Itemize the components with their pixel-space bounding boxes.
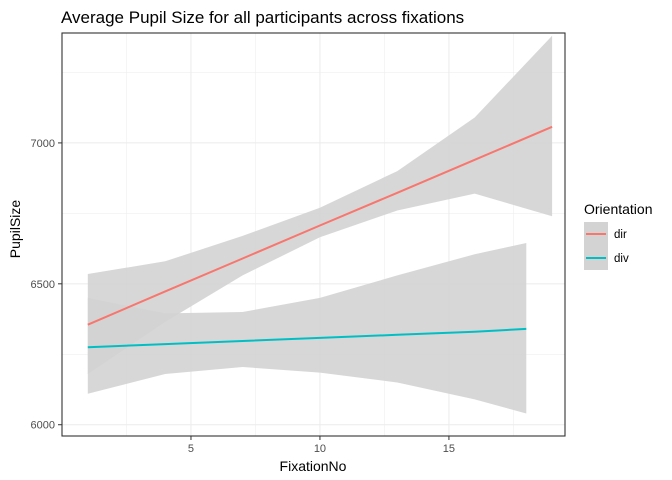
panel-border: [61, 32, 566, 437]
y-axis: 6000 6500 7000: [31, 138, 62, 432]
plot-panel: [61, 32, 566, 437]
y-axis-title: PupilSize: [7, 200, 23, 259]
legend-label-dir: dir: [614, 229, 627, 241]
series-lines: [87, 125, 553, 349]
x-tick-label: 5: [188, 443, 194, 455]
legend: Orientation dir div: [584, 201, 652, 270]
confidence-band-dir: [87, 35, 553, 375]
x-axis: 5 10 15: [188, 436, 455, 455]
legend-label-div: div: [614, 253, 629, 265]
series-line-div: [87, 327, 527, 349]
confidence-band-div: [87, 243, 527, 414]
y-tick-label: 6000: [31, 420, 55, 432]
x-axis-title: FixationNo: [280, 458, 347, 474]
x-tick-label: 10: [314, 443, 326, 455]
series-line-dir: [87, 125, 553, 326]
y-tick-label: 7000: [31, 138, 55, 150]
x-tick-label: 15: [443, 443, 455, 455]
y-tick-label: 6500: [31, 279, 55, 291]
legend-title: Orientation: [584, 201, 652, 217]
confidence-bands: [87, 35, 553, 414]
chart-title: Average Pupil Size for all participants …: [61, 8, 464, 27]
